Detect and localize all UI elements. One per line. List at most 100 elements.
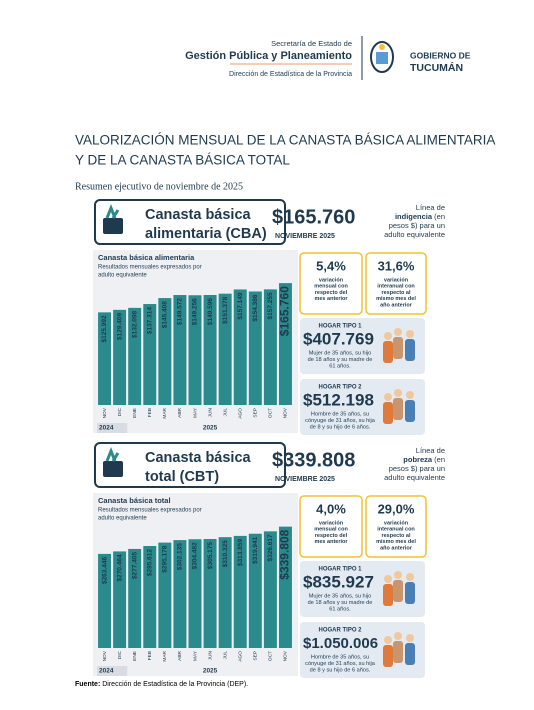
category-label: JUL — [222, 408, 228, 417]
basket-icon — [103, 461, 123, 477]
value-label: $319.941 — [252, 536, 259, 563]
person-icon — [383, 645, 393, 667]
stat-box — [299, 252, 363, 315]
bar — [143, 304, 157, 405]
bar — [143, 545, 157, 648]
person-icon — [394, 389, 402, 397]
category-label: NOV — [102, 407, 108, 418]
stat-value: 4,0% — [316, 501, 346, 516]
category-label: FEB — [147, 408, 153, 417]
household-text: Hombre de 35 años, su — [311, 654, 369, 660]
value-label: $263.446 — [101, 557, 108, 584]
household-text: de 8 y su hijo de 6 años. — [310, 424, 371, 430]
person-icon — [393, 337, 403, 359]
category-label: DIC — [117, 407, 123, 416]
bar — [278, 526, 292, 648]
chart-title: Canasta básica alimentaria — [98, 253, 195, 262]
year-label: 2025 — [203, 425, 218, 432]
doc-title: VALORIZACIÓN MENSUAL DE LA CANASTA BÁSIC… — [75, 133, 495, 148]
section-value: $165.760 — [272, 206, 355, 228]
person-icon — [384, 332, 392, 340]
stat-value: 5,4% — [316, 258, 346, 273]
value-label: $137.314 — [146, 307, 153, 334]
value-label: $132.098 — [131, 310, 138, 337]
household-value: $407.769 — [303, 329, 374, 348]
category-label: NOV — [283, 650, 289, 661]
person-icon — [394, 632, 402, 640]
stat-text: mismo mes del — [376, 296, 416, 302]
household-card — [300, 561, 425, 617]
value-label: $149.256 — [192, 298, 199, 325]
household-card — [300, 379, 425, 435]
value-label: $304.482 — [192, 542, 199, 569]
value-label: $145.408 — [162, 301, 169, 328]
value-label: $149.596 — [207, 298, 214, 325]
value-label: $295.178 — [162, 545, 169, 572]
value-label: $313.859 — [237, 539, 244, 566]
person-icon — [405, 339, 415, 361]
gov-line: GOBIERNO DE — [410, 50, 471, 60]
bar — [218, 537, 232, 648]
bar — [263, 289, 277, 405]
basket-icon — [103, 218, 123, 234]
bar — [188, 295, 202, 405]
section-header-box — [94, 442, 286, 488]
note-text: (en — [434, 212, 445, 221]
person-icon — [406, 634, 414, 642]
stat-text: interanual con — [377, 527, 415, 533]
section-name: Canasta básica — [145, 207, 252, 223]
category-label: ABR — [177, 407, 183, 417]
org-line: Gestión Pública y Planeamiento — [185, 50, 352, 62]
basket-icon — [105, 446, 120, 462]
section-value: $339.808 — [272, 449, 355, 471]
source-label: Fuente: — [75, 681, 100, 688]
person-icon — [384, 575, 392, 583]
category-label: JUN — [207, 407, 213, 417]
stat-text: mensual con — [314, 284, 348, 290]
source-text: Dirección de Estadística de la Provincia… — [102, 681, 248, 688]
category-label: JUN — [207, 650, 213, 660]
value-label: $125.992 — [101, 315, 108, 342]
bar — [233, 289, 247, 405]
value-label: $165.760 — [278, 286, 292, 336]
bar — [113, 551, 127, 648]
bar — [248, 533, 262, 648]
stat-text: respecto del — [315, 290, 348, 296]
chart-subtitle: Resultados mensuales expresados por — [98, 265, 202, 271]
chart-subtitle: adulto equivalente — [98, 273, 147, 279]
household-label: HOGAR TIPO 1 — [318, 567, 362, 573]
value-label: $302.135 — [177, 543, 184, 570]
stat-text: mismo mes del — [376, 539, 416, 545]
logo-shield — [361, 36, 394, 80]
stat-box — [365, 495, 427, 558]
value-label: $305.175 — [207, 542, 214, 569]
source: Fuente: Dirección de Estadística de la P… — [75, 681, 248, 688]
category-label: AGO — [237, 408, 243, 419]
category-label: SEP — [253, 651, 259, 661]
category-label: MAR — [162, 650, 168, 661]
basket-icon — [105, 203, 120, 219]
stat-text: año anterior — [380, 302, 413, 308]
household-text: 61 años. — [329, 363, 351, 369]
household-label: HOGAR TIPO 1 — [318, 324, 362, 330]
person-icon — [405, 400, 415, 422]
stat-box — [365, 252, 427, 315]
category-label: ENE — [132, 651, 138, 661]
household-text: de 8 y su hijo de 6 años. — [310, 667, 371, 673]
bar — [173, 540, 187, 648]
value-label: $157.149 — [237, 292, 244, 319]
category-label: OCT — [268, 651, 274, 661]
gov-line: TUCUMÁN — [410, 61, 463, 74]
year-label: 2024 — [99, 668, 114, 675]
stat-text: año anterior — [380, 545, 413, 551]
bar — [203, 539, 217, 648]
category-label: MAR — [162, 407, 168, 418]
category-label: NOV — [283, 407, 289, 418]
stat-box — [299, 495, 363, 558]
bar — [203, 295, 217, 405]
note-line: adulto equivalente — [384, 473, 445, 482]
bar — [218, 293, 232, 405]
bar — [188, 539, 202, 648]
